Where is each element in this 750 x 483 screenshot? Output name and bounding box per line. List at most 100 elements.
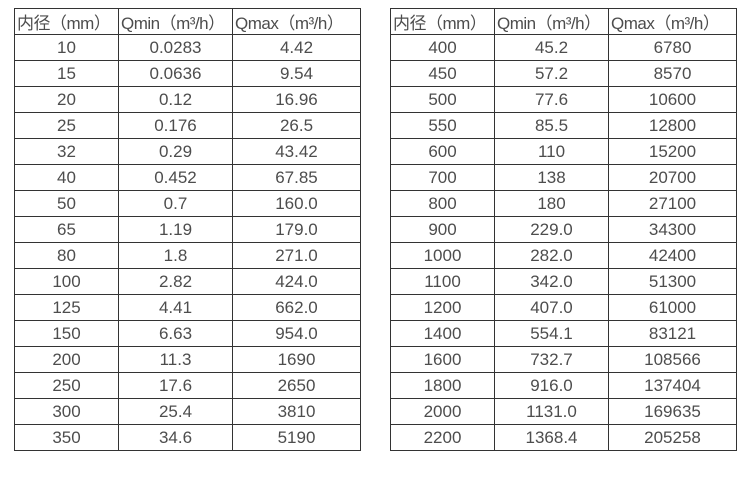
column-header: Qmax（m³/h） [232, 8, 361, 35]
table-cell: 554.1 [494, 320, 609, 347]
column-header: Qmin（m³/h） [494, 8, 609, 35]
table-cell: 40 [14, 164, 119, 191]
table-row: 32 0.29 43.42 [14, 138, 361, 165]
table-cell: 1690 [232, 346, 361, 373]
table-cell: 51300 [608, 268, 737, 295]
table-row: 1800 916.0 137404 [390, 372, 737, 399]
table-cell: 25 [14, 112, 119, 139]
table-cell: 61000 [608, 294, 737, 321]
table-row: 300 25.4 3810 [14, 398, 361, 425]
table-cell: 205258 [608, 424, 737, 451]
table-cell: 27100 [608, 190, 737, 217]
table-row: 125 4.41 662.0 [14, 294, 361, 321]
table-body: 400 45.2 6780 450 57.2 8570 500 77.6 10600 550 85.… [390, 34, 737, 451]
table-cell: 200 [14, 346, 119, 373]
table-cell: 100 [14, 268, 119, 295]
table-cell: 85.5 [494, 112, 609, 139]
table-header: 内径（mm） Qmin（m³/h） Qmax（m³/h） [390, 8, 737, 35]
table-cell: 732.7 [494, 346, 609, 373]
flow-table-small-diameters: 内径（mm） Qmin（m³/h） Qmax（m³/h） 10 0.0283 4.42 1… [14, 8, 361, 451]
table-cell: 77.6 [494, 86, 609, 113]
table-cell: 1200 [390, 294, 495, 321]
table-cell: 32 [14, 138, 119, 165]
table-cell: 6780 [608, 34, 737, 61]
table-cell: 600 [390, 138, 495, 165]
table-row: 600 110 15200 [390, 138, 737, 165]
table-cell: 1400 [390, 320, 495, 347]
table-row: 450 57.2 8570 [390, 60, 737, 87]
table-row: 15 0.0636 9.54 [14, 60, 361, 87]
table-cell: 407.0 [494, 294, 609, 321]
table-cell: 3810 [232, 398, 361, 425]
table-row: 10 0.0283 4.42 [14, 34, 361, 61]
table-row: 500 77.6 10600 [390, 86, 737, 113]
table-cell: 450 [390, 60, 495, 87]
table-cell: 0.7 [118, 190, 233, 217]
table-cell: 6.63 [118, 320, 233, 347]
column-header: 内径（mm） [390, 8, 495, 35]
table-cell: 17.6 [118, 372, 233, 399]
table-cell: 2.82 [118, 268, 233, 295]
table-cell: 137404 [608, 372, 737, 399]
table-cell: 300 [14, 398, 119, 425]
table-cell: 180 [494, 190, 609, 217]
table-cell: 4.42 [232, 34, 361, 61]
table-cell: 12800 [608, 112, 737, 139]
table-row: 2200 1368.4 205258 [390, 424, 737, 451]
table-cell: 282.0 [494, 242, 609, 269]
table-body: 10 0.0283 4.42 15 0.0636 9.54 20 0.12 16.96 25 0.1… [14, 34, 361, 451]
table-cell: 662.0 [232, 294, 361, 321]
flow-table-large-diameters: 内径（mm） Qmin（m³/h） Qmax（m³/h） 400 45.2 6780 45… [390, 8, 737, 451]
table-cell: 1.8 [118, 242, 233, 269]
header-row: 内径（mm） Qmin（m³/h） Qmax（m³/h） [14, 8, 361, 35]
table-cell: 0.12 [118, 86, 233, 113]
table-row: 25 0.176 26.5 [14, 112, 361, 139]
table-cell: 15 [14, 60, 119, 87]
table-cell: 1600 [390, 346, 495, 373]
flow-rate-tables-page: 内径（mm） Qmin（m³/h） Qmax（m³/h） 10 0.0283 4.42 1… [14, 8, 737, 451]
table-row: 1100 342.0 51300 [390, 268, 737, 295]
column-header: Qmin（m³/h） [118, 8, 233, 35]
table-cell: 138 [494, 164, 609, 191]
table-row: 100 2.82 424.0 [14, 268, 361, 295]
table-cell: 1131.0 [494, 398, 609, 425]
table-cell: 9.54 [232, 60, 361, 87]
table-row: 250 17.6 2650 [14, 372, 361, 399]
table-row: 50 0.7 160.0 [14, 190, 361, 217]
table-row: 900 229.0 34300 [390, 216, 737, 243]
table-row: 200 11.3 1690 [14, 346, 361, 373]
table-row: 400 45.2 6780 [390, 34, 737, 61]
table-cell: 10600 [608, 86, 737, 113]
table-row: 350 34.6 5190 [14, 424, 361, 451]
table-cell: 10 [14, 34, 119, 61]
table-cell: 65 [14, 216, 119, 243]
table-cell: 179.0 [232, 216, 361, 243]
table-cell: 8570 [608, 60, 737, 87]
table-cell: 1.19 [118, 216, 233, 243]
table-cell: 34.6 [118, 424, 233, 451]
table-cell: 20700 [608, 164, 737, 191]
table-cell: 954.0 [232, 320, 361, 347]
table-cell: 42400 [608, 242, 737, 269]
table-cell: 229.0 [494, 216, 609, 243]
table-cell: 1000 [390, 242, 495, 269]
table-cell: 11.3 [118, 346, 233, 373]
table-cell: 0.0636 [118, 60, 233, 87]
table-cell: 1100 [390, 268, 495, 295]
table-row: 80 1.8 271.0 [14, 242, 361, 269]
table-cell: 83121 [608, 320, 737, 347]
table-cell: 150 [14, 320, 119, 347]
table-cell: 26.5 [232, 112, 361, 139]
table-row: 150 6.63 954.0 [14, 320, 361, 347]
table-cell: 67.85 [232, 164, 361, 191]
table-cell: 342.0 [494, 268, 609, 295]
table-cell: 400 [390, 34, 495, 61]
table-row: 40 0.452 67.85 [14, 164, 361, 191]
table-row: 1000 282.0 42400 [390, 242, 737, 269]
table-row: 1200 407.0 61000 [390, 294, 737, 321]
header-row: 内径（mm） Qmin（m³/h） Qmax（m³/h） [390, 8, 737, 35]
table-cell: 916.0 [494, 372, 609, 399]
table-cell: 700 [390, 164, 495, 191]
table-cell: 125 [14, 294, 119, 321]
table-row: 700 138 20700 [390, 164, 737, 191]
